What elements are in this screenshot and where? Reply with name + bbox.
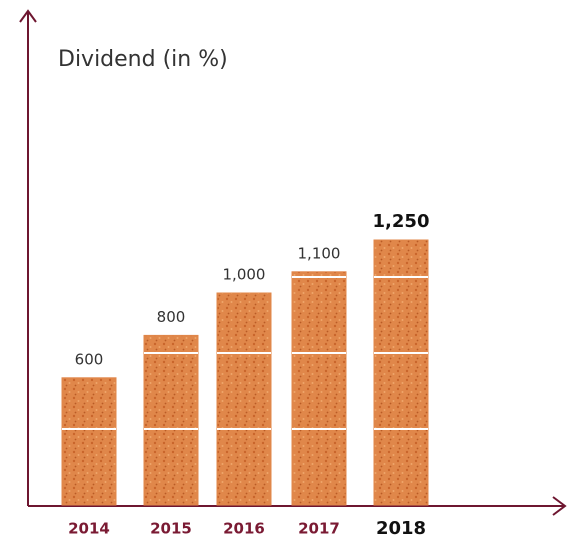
x-axis-arrow [552,496,567,516]
value-label: 1,000 [223,266,266,284]
x-tick-label: 2015 [150,520,192,538]
bar [291,271,347,506]
value-label: 800 [157,308,186,326]
axes [19,9,567,516]
y-axis-arrow [19,9,37,23]
chart-title: Dividend (in %) [58,47,228,72]
bar [143,334,199,506]
bar [61,377,117,506]
x-tick-label: 2018 [376,518,426,539]
value-label: 600 [75,350,104,368]
bar [216,292,272,506]
value-label: 1,100 [298,244,341,262]
bar [373,239,429,506]
x-tick-label: 2017 [298,520,340,538]
value-label: 1,250 [373,211,430,232]
x-tick-label: 2016 [223,520,265,538]
x-tick-label: 2014 [68,520,110,538]
